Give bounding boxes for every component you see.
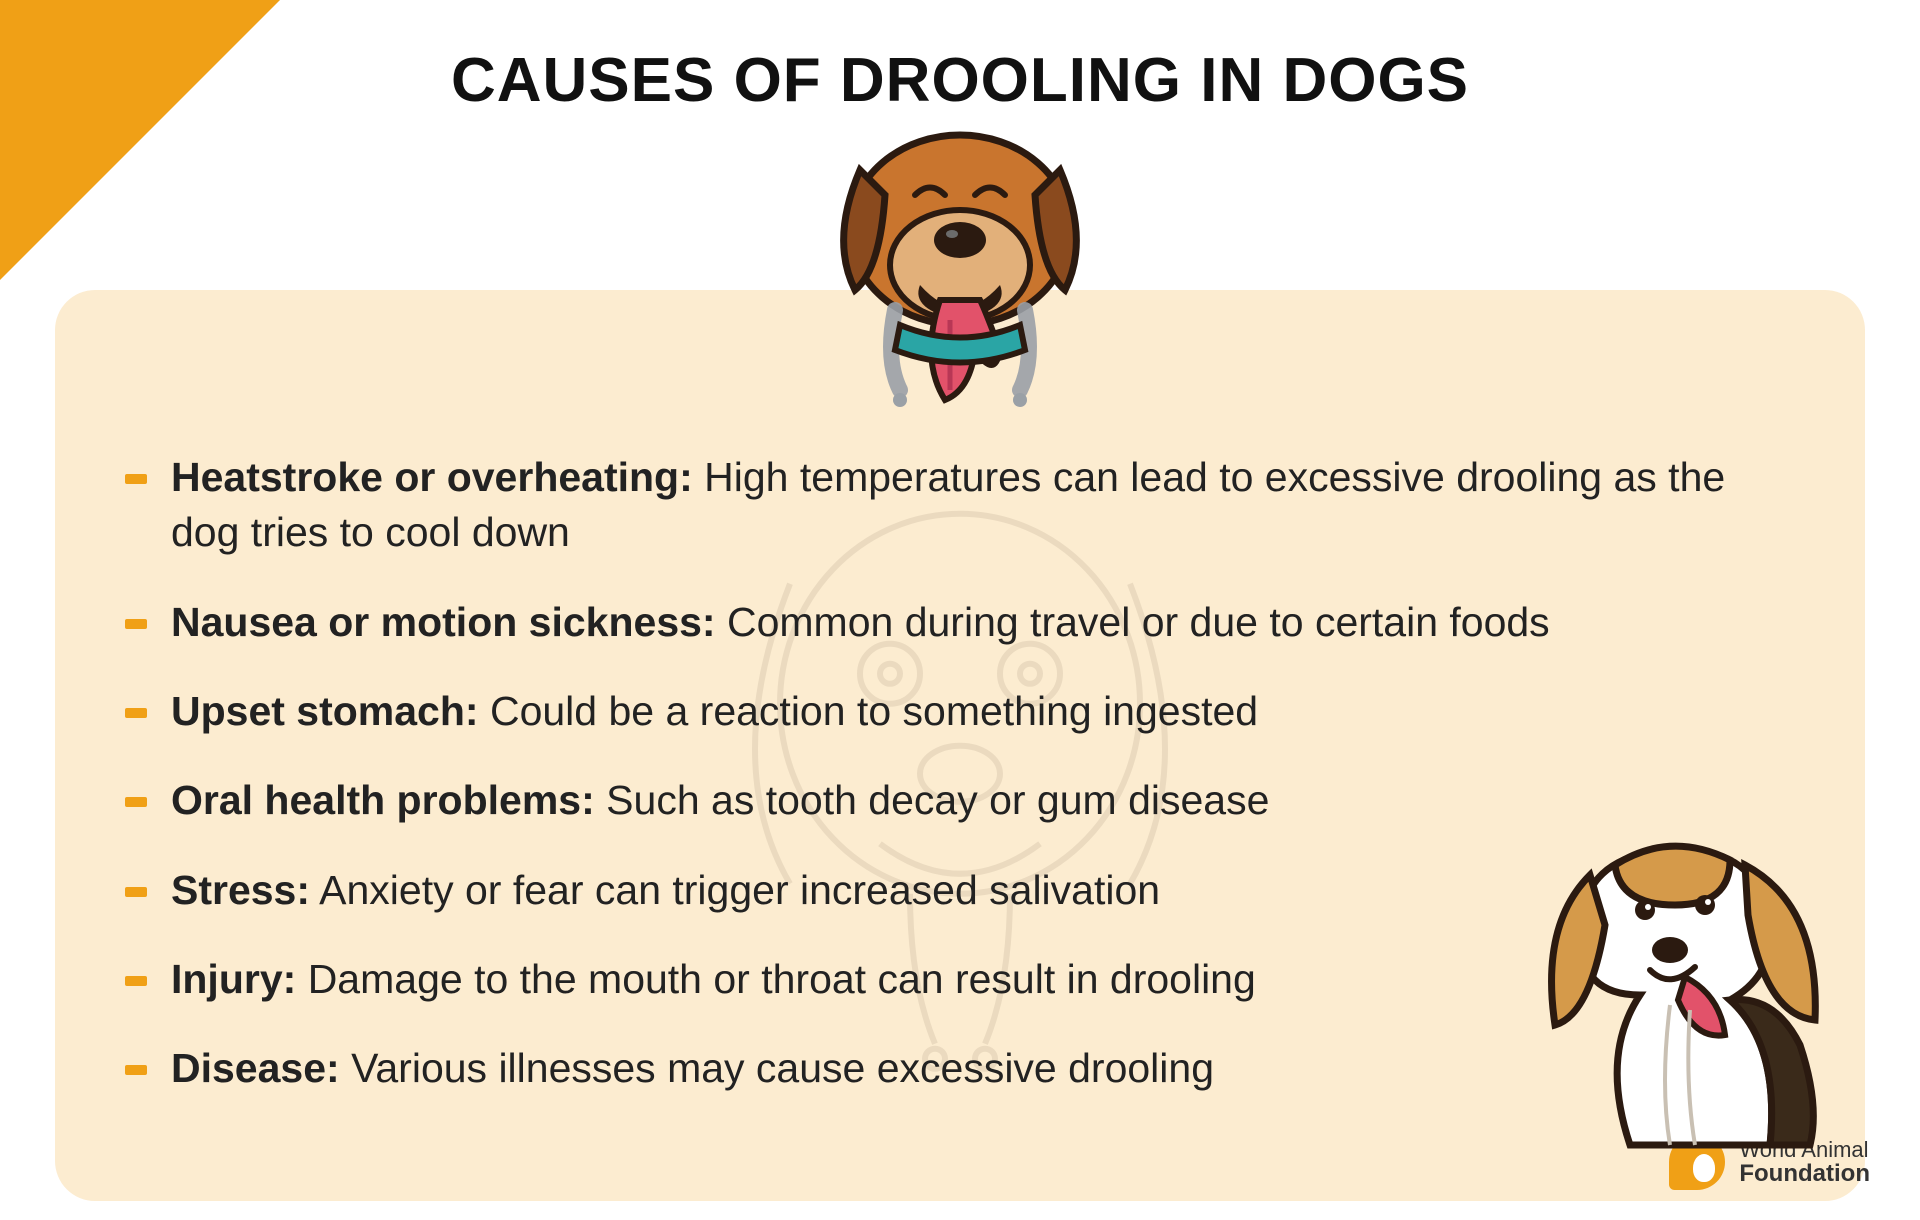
brand-line-2: Foundation bbox=[1739, 1161, 1870, 1186]
corner-accent-top bbox=[0, 0, 290, 290]
beagle-dog-icon bbox=[1520, 795, 1850, 1160]
list-item: Nausea or motion sickness: Common during… bbox=[125, 595, 1795, 650]
list-item: Heatstroke or overheating: High temperat… bbox=[125, 450, 1795, 561]
drooling-dog-head-icon bbox=[800, 100, 1120, 425]
bullet-icon bbox=[125, 976, 147, 986]
list-item-text: Heatstroke or overheating: High temperat… bbox=[171, 450, 1795, 561]
bullet-icon bbox=[125, 1065, 147, 1075]
list-item-text: Upset stomach: Could be a reaction to so… bbox=[171, 684, 1795, 739]
bullet-icon bbox=[125, 797, 147, 807]
bullet-icon bbox=[125, 619, 147, 629]
bullet-icon bbox=[125, 887, 147, 897]
list-item-text: Nausea or motion sickness: Common during… bbox=[171, 595, 1795, 650]
bullet-icon bbox=[125, 474, 147, 484]
bullet-icon bbox=[125, 708, 147, 718]
list-item: Upset stomach: Could be a reaction to so… bbox=[125, 684, 1795, 739]
